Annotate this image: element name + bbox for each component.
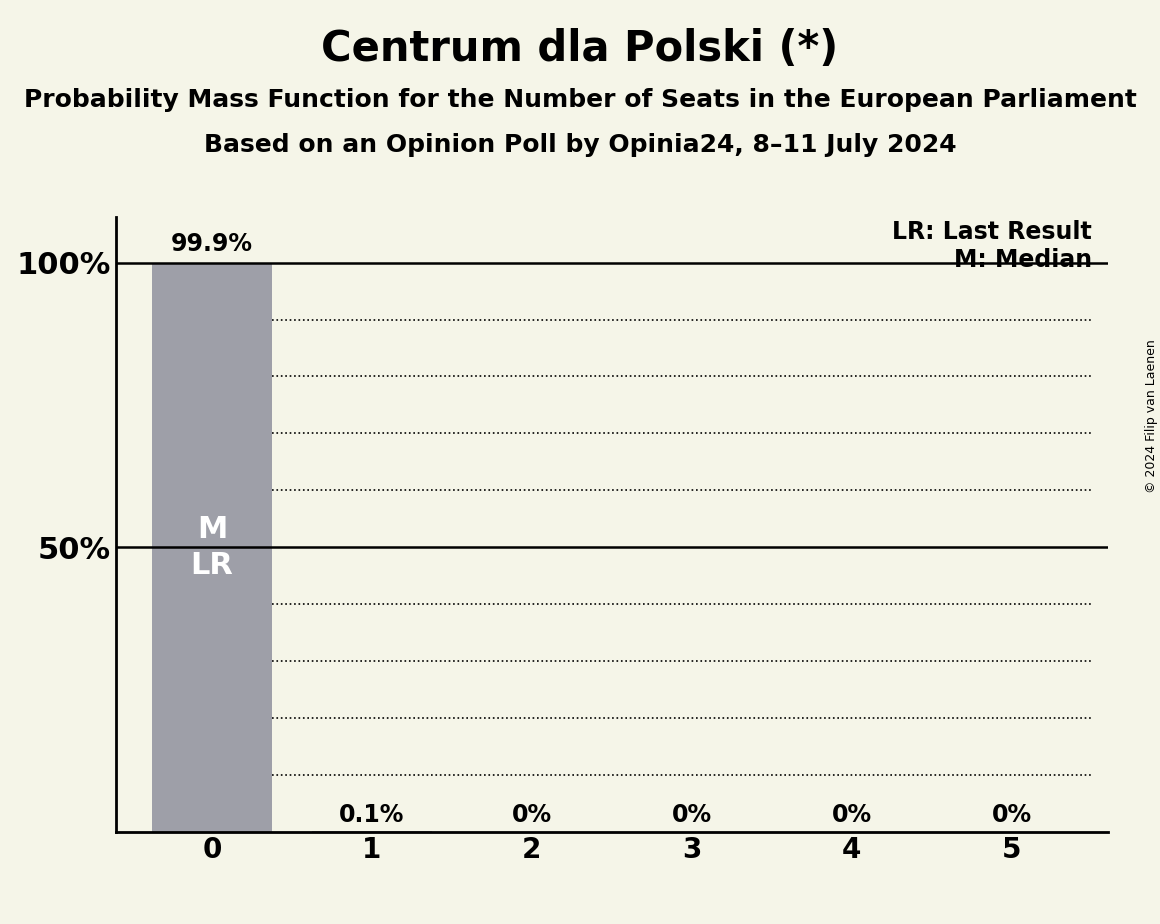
Text: 0%: 0% bbox=[832, 803, 872, 827]
Bar bbox=[152, 263, 271, 832]
Text: 0%: 0% bbox=[992, 803, 1032, 827]
Text: 99.9%: 99.9% bbox=[171, 233, 253, 256]
Text: LR: Last Result: LR: Last Result bbox=[892, 220, 1092, 244]
Text: 0%: 0% bbox=[512, 803, 552, 827]
Text: 0%: 0% bbox=[672, 803, 712, 827]
Text: Probability Mass Function for the Number of Seats in the European Parliament: Probability Mass Function for the Number… bbox=[23, 88, 1137, 112]
Text: M: Median: M: Median bbox=[954, 249, 1092, 273]
Text: Based on an Opinion Poll by Opinia24, 8–11 July 2024: Based on an Opinion Poll by Opinia24, 8–… bbox=[204, 133, 956, 157]
Text: Centrum dla Polski (*): Centrum dla Polski (*) bbox=[321, 28, 839, 69]
Text: © 2024 Filip van Laenen: © 2024 Filip van Laenen bbox=[1145, 339, 1158, 492]
Text: M
LR: M LR bbox=[190, 515, 233, 579]
Text: 0.1%: 0.1% bbox=[339, 803, 405, 827]
